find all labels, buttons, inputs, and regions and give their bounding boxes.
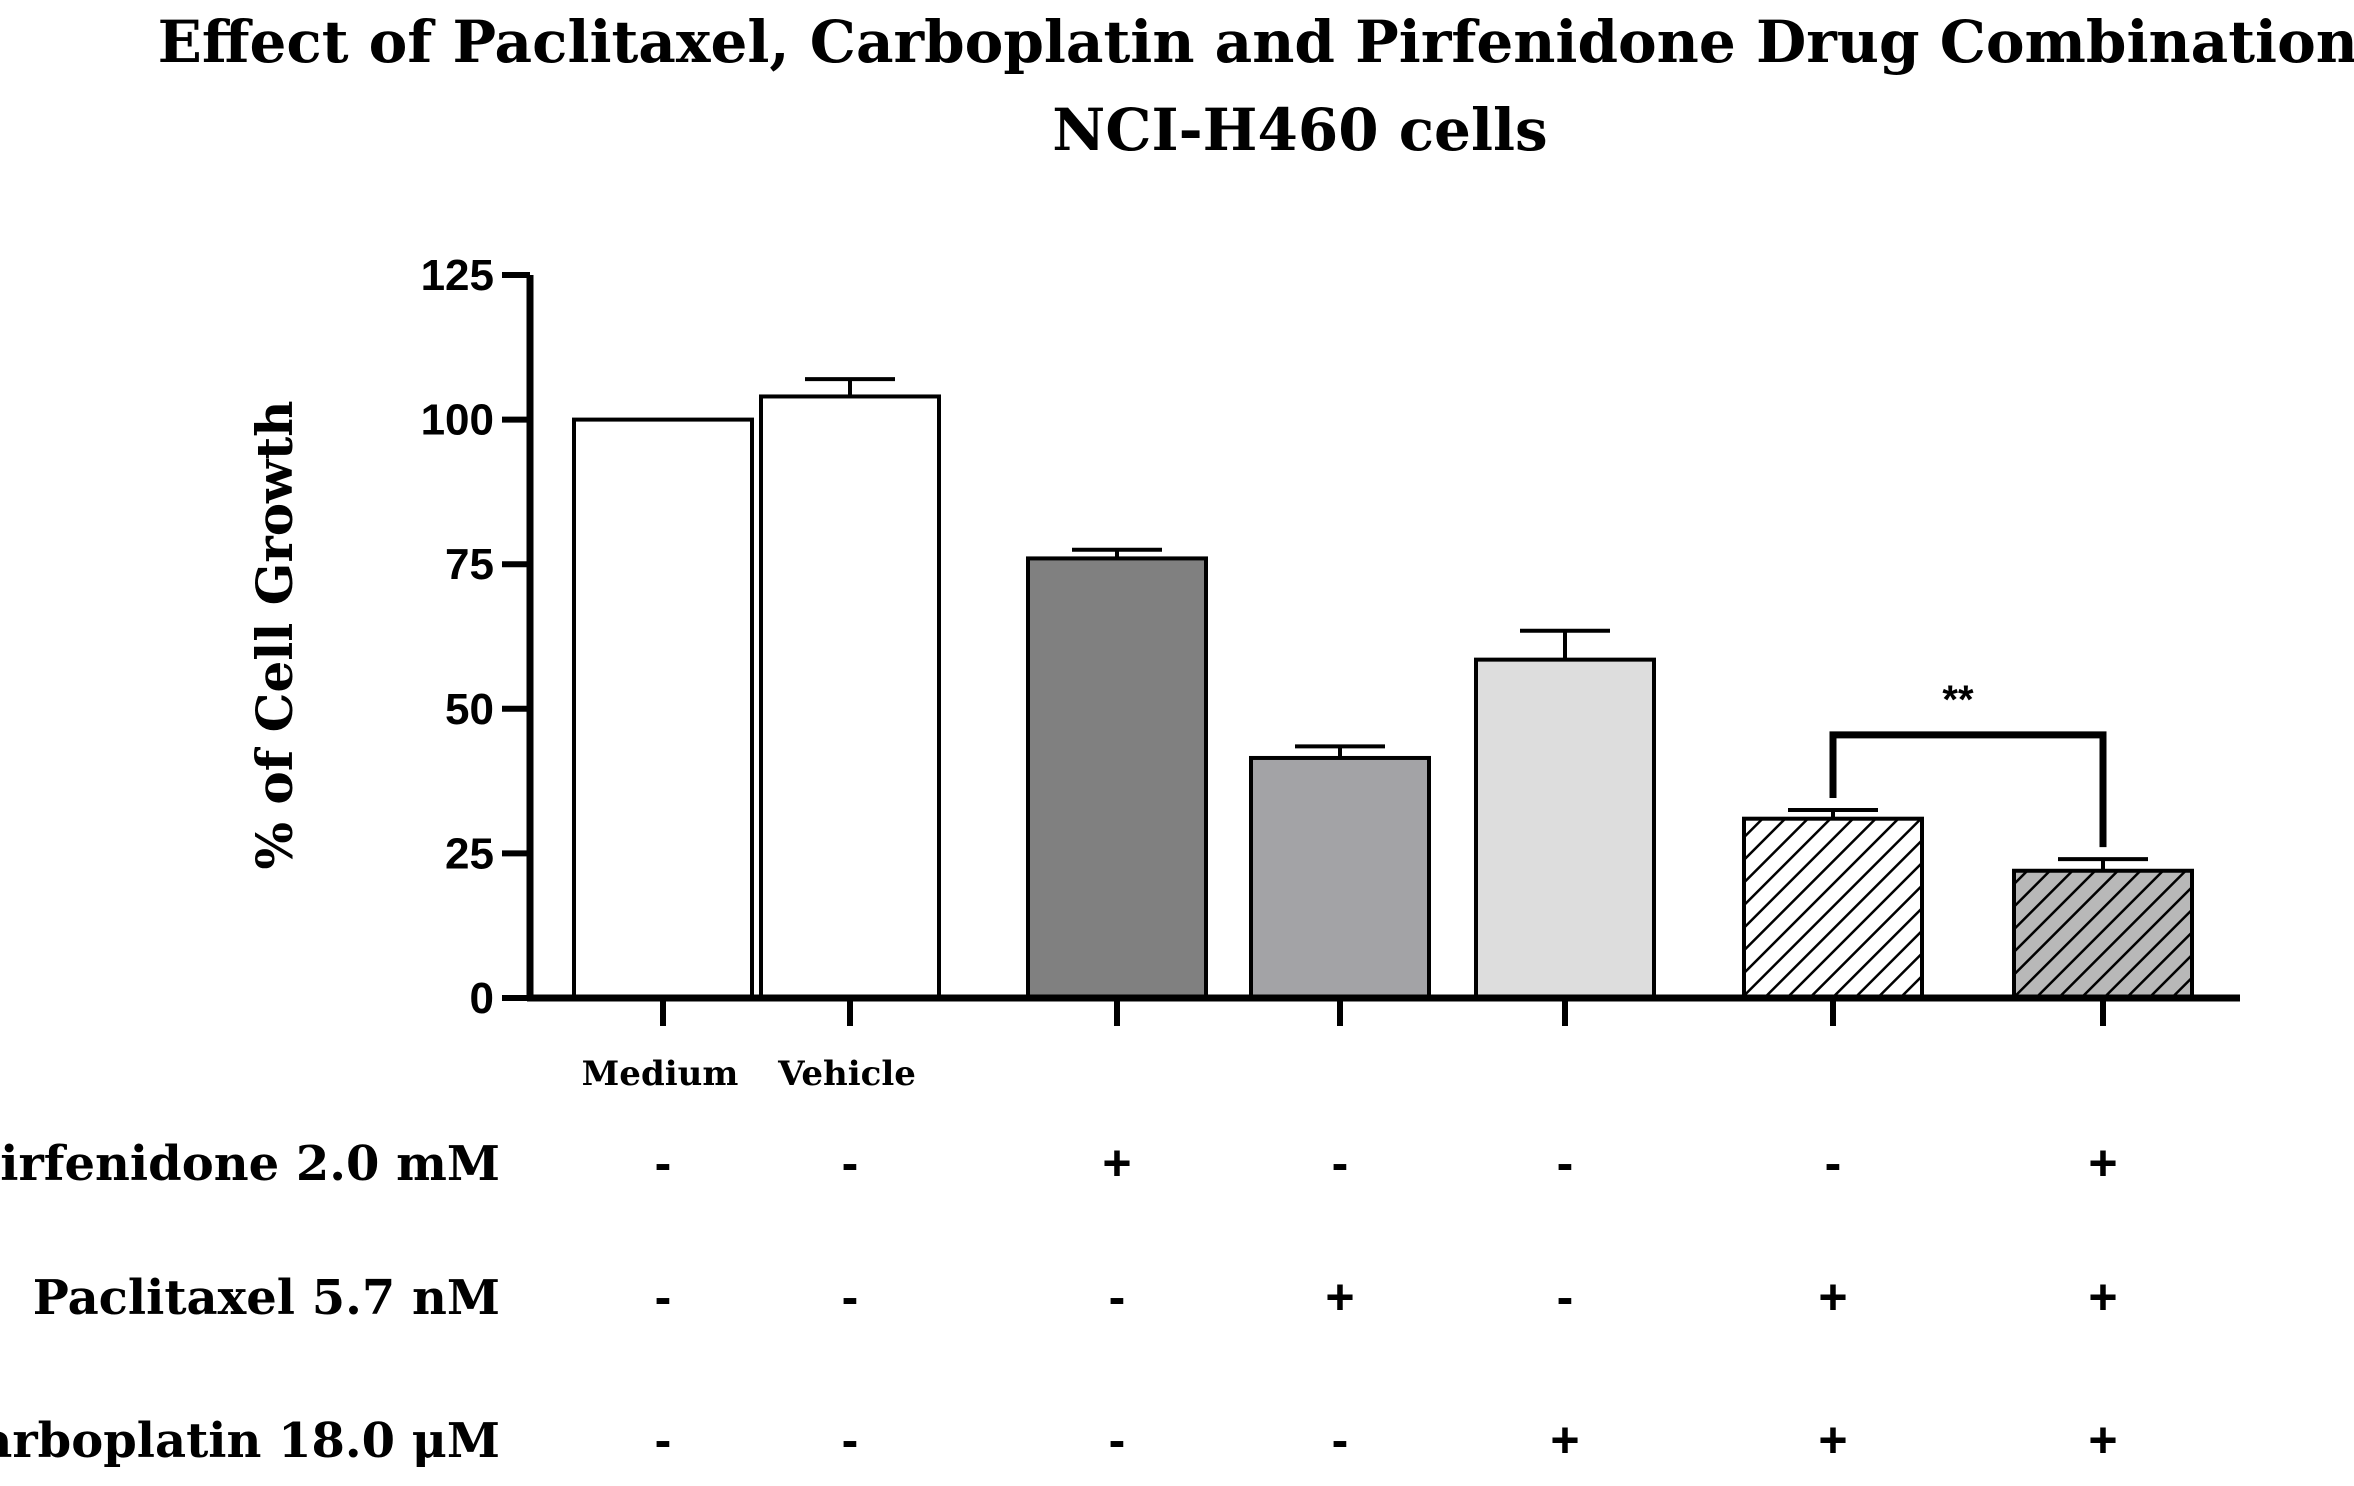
category-label-1: Medium <box>582 1054 739 1094</box>
treatment-mark-r2-c4: + <box>1325 1269 1354 1325</box>
treatment-mark-r2-c6: + <box>1818 1269 1847 1325</box>
treatment-mark-r1-c6: - <box>1825 1135 1842 1191</box>
treatment-table: Pirfenidone 2.0 mM - - + - - - + Paclitaxel 5.7 … <box>0 1135 2118 1469</box>
bar-2 <box>759 394 941 1000</box>
treatment-mark-r1-c1: - <box>655 1135 672 1191</box>
treatment-mark-r3-c6: + <box>1818 1412 1847 1468</box>
chart-title-line-2: NCI-H460 cells <box>1052 96 1547 164</box>
treatment-mark-r1-c4: - <box>1332 1135 1349 1191</box>
treatment-row-label-2: Paclitaxel 5.7 nM <box>33 1270 500 1326</box>
category-label-2: Vehicle <box>777 1054 916 1094</box>
significance-label: ** <box>1942 678 1974 722</box>
y-tick-label-50: 50 <box>445 685 494 734</box>
treatment-mark-r2-c5: - <box>1557 1269 1574 1325</box>
treatment-mark-r1-c3: + <box>1102 1135 1131 1191</box>
bar-7 <box>2012 868 2194 1001</box>
treatment-mark-r2-c3: - <box>1109 1269 1126 1325</box>
treatment-mark-r2-c2: - <box>842 1269 859 1325</box>
y-tick-label-0: 0 <box>470 974 494 1023</box>
treatment-mark-r2-c7: + <box>2088 1269 2117 1325</box>
y-tick-label-75: 75 <box>445 540 494 589</box>
treatment-mark-r1-c2: - <box>842 1135 859 1191</box>
treatment-mark-r1-c5: - <box>1557 1135 1574 1191</box>
chart-title-line-1: Effect of Paclitaxel, Carboplatin and Pi… <box>158 8 2354 76</box>
y-axis-label: % of Cell Growth <box>245 400 304 869</box>
treatment-mark-r3-c2: - <box>842 1412 859 1468</box>
y-tick-label-100: 100 <box>421 396 494 445</box>
treatment-mark-r3-c3: - <box>1109 1412 1126 1468</box>
axes-group: ** 0 25 50 75 100 125 Medium Vehicle <box>421 251 2240 1094</box>
treatment-mark-r2-c1: - <box>655 1269 672 1325</box>
treatment-mark-r3-c7: + <box>2088 1412 2117 1468</box>
bar-5 <box>1474 657 1656 1000</box>
y-tick-label-25: 25 <box>445 829 494 878</box>
treatment-mark-r3-c4: - <box>1332 1412 1349 1468</box>
bar-3 <box>1026 556 1208 1001</box>
treatment-row-label-3: Carboplatin 18.0 μM <box>0 1413 500 1469</box>
treatment-mark-r3-c1: - <box>655 1412 672 1468</box>
bar-1 <box>572 417 754 1001</box>
bar-4 <box>1249 755 1431 1000</box>
treatment-row-label-1: Pirfenidone 2.0 mM <box>0 1136 500 1192</box>
significance-bracket <box>1829 731 2107 848</box>
treatment-mark-r1-c7: + <box>2088 1135 2117 1191</box>
y-tick-label-125: 125 <box>421 251 494 300</box>
bars-group <box>572 377 2194 1001</box>
treatment-mark-r3-c5: + <box>1550 1412 1579 1468</box>
bar-6 <box>1742 816 1924 1000</box>
